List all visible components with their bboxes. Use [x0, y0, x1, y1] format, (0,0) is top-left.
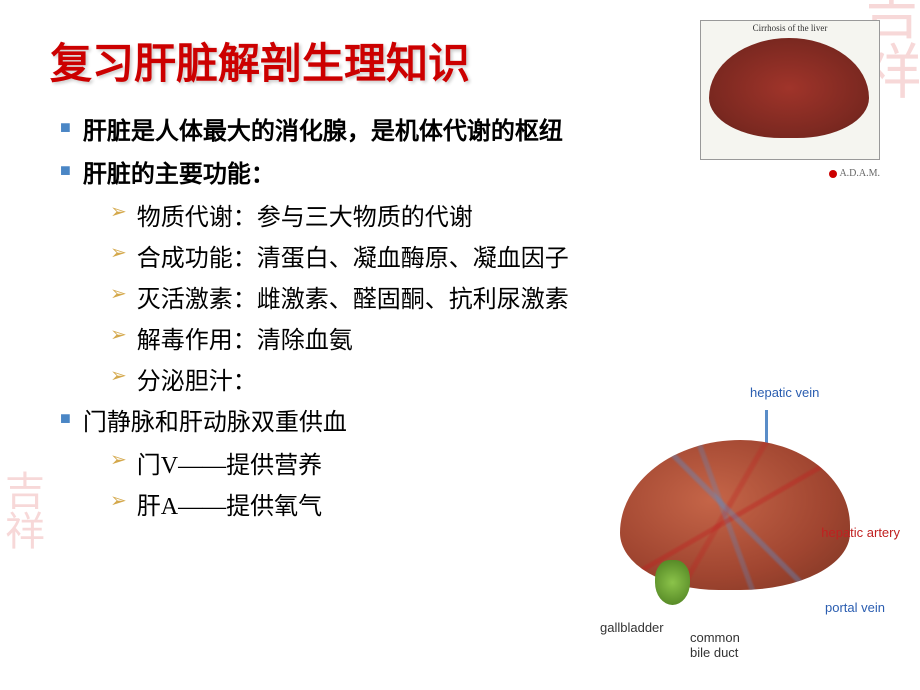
bullet-text: 解毒作用：清除血氨 — [137, 320, 353, 355]
arrow-bullet-icon: ➢ — [110, 240, 127, 265]
cirrhosis-image: Cirrhosis of the liver — [700, 20, 880, 160]
vessel-overlay — [620, 440, 850, 590]
arrow-bullet-icon: ➢ — [110, 488, 127, 513]
square-bullet-icon: ■ — [60, 160, 71, 181]
bullet-text: 合成功能：清蛋白、凝血酶原、凝血因子 — [137, 238, 569, 273]
image-caption: Cirrhosis of the liver — [701, 21, 879, 35]
label-hepatic-artery: hepatic artery — [821, 525, 900, 540]
image-credit: A.D.A.M. — [829, 168, 880, 179]
bullet-text: 肝脏的主要功能： — [83, 154, 275, 189]
bullet-text: 门静脉和肝动脉双重供血 — [83, 402, 347, 437]
arrow-bullet-icon: ➢ — [110, 322, 127, 347]
arrow-bullet-icon: ➢ — [110, 199, 127, 224]
watermark-left: 吉祥 — [0, 470, 50, 550]
list-item: ➢ 解毒作用：清除血氨 — [110, 320, 870, 355]
bullet-text: 物质代谢：参与三大物质的代谢 — [137, 197, 473, 232]
list-item: ➢ 物质代谢：参与三大物质的代谢 — [110, 197, 870, 232]
liver-anatomy-diagram: hepatic vein hepatic artery portal vein … — [600, 380, 890, 660]
label-gallbladder: gallbladder — [600, 620, 664, 635]
square-bullet-icon: ■ — [60, 117, 71, 138]
arrow-bullet-icon: ➢ — [110, 363, 127, 388]
bullet-text: 灭活激素：雌激素、醛固酮、抗利尿激素 — [137, 279, 569, 314]
list-item: ➢ 灭活激素：雌激素、醛固酮、抗利尿激素 — [110, 279, 870, 314]
label-bile-duct: common bile duct — [690, 630, 740, 660]
credit-dot-icon — [829, 170, 837, 178]
diagram-container: hepatic vein hepatic artery portal vein … — [600, 380, 890, 660]
bullet-text: 肝A――提供氧气 — [137, 486, 322, 521]
label-portal-vein: portal vein — [825, 600, 885, 615]
arrow-bullet-icon: ➢ — [110, 281, 127, 306]
label-hepatic-vein: hepatic vein — [750, 385, 819, 400]
slide-container: 吉祥 吉祥 复习肝脏解剖生理知识 Cirrhosis of the liver … — [0, 0, 920, 690]
arrow-bullet-icon: ➢ — [110, 447, 127, 472]
liver-illustration-top — [709, 38, 869, 138]
bullet-text: 肝脏是人体最大的消化腺，是机体代谢的枢纽 — [83, 111, 563, 146]
square-bullet-icon: ■ — [60, 408, 71, 429]
bullet-text: 分泌胆汁： — [137, 361, 257, 396]
credit-text: A.D.A.M. — [839, 168, 880, 179]
hepatic-vein-line — [765, 410, 768, 445]
bullet-text: 门V――提供营养 — [137, 445, 322, 480]
gallbladder-shape — [655, 560, 690, 605]
list-item: ➢ 合成功能：清蛋白、凝血酶原、凝血因子 — [110, 238, 870, 273]
